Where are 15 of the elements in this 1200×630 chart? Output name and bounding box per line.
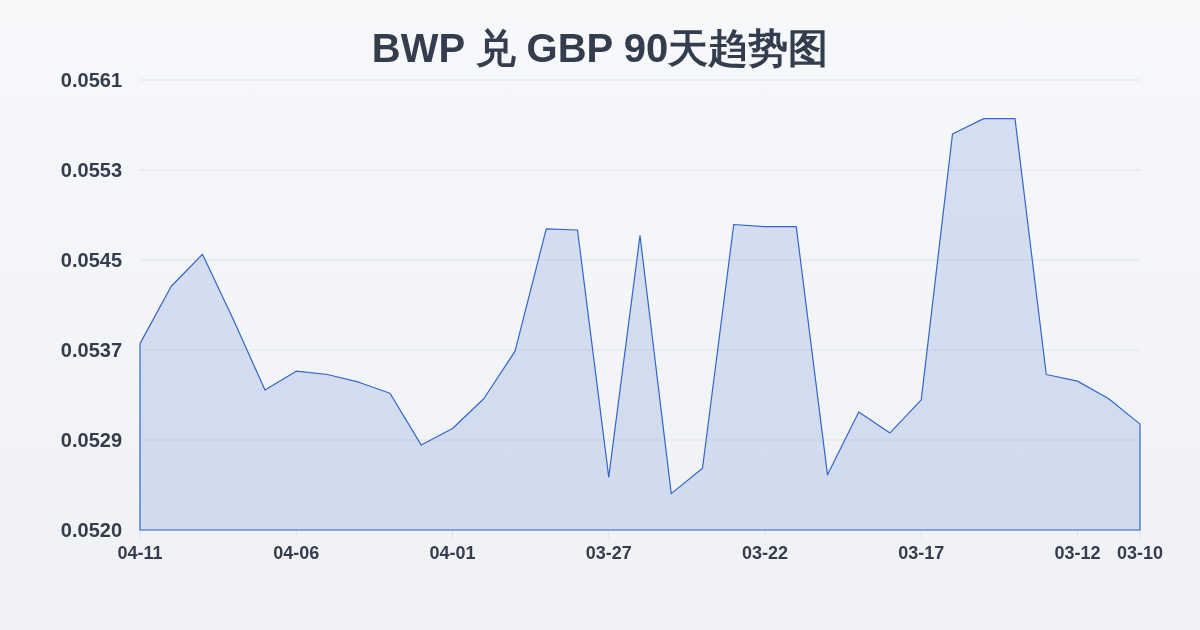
y-tick-label: 0.0553 [60, 159, 122, 181]
x-tick-label: 03-27 [585, 543, 632, 563]
x-tick-label: 04-06 [273, 543, 320, 563]
x-tick-label: 03-22 [741, 543, 789, 563]
y-tick-label: 0.0545 [60, 249, 122, 271]
x-tick-label: 03-17 [898, 543, 945, 563]
chart-title: BWP 兑 GBP 90天趋势图 [371, 26, 829, 70]
y-tick-label: 0.0529 [60, 429, 122, 451]
x-tick-label: 03-10 [1116, 543, 1164, 563]
x-tick-label: 03-12 [1054, 543, 1101, 563]
y-tick-label: 0.0561 [60, 69, 122, 91]
y-tick-label: 0.0520 [60, 519, 122, 541]
y-tick-label: 0.0537 [60, 339, 122, 361]
x-tick-label: 04-01 [429, 543, 476, 563]
x-tick-label: 04-11 [117, 543, 163, 563]
